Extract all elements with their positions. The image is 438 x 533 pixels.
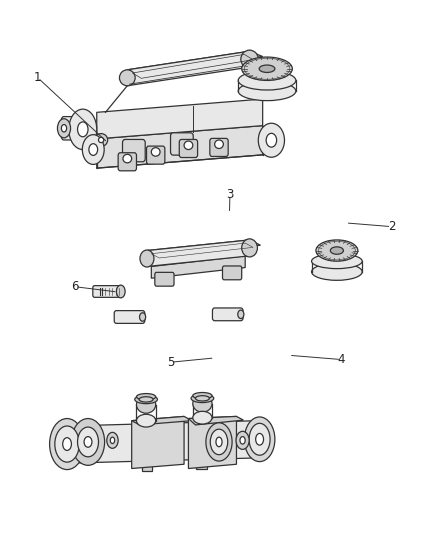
Ellipse shape (107, 432, 118, 448)
Ellipse shape (191, 394, 214, 402)
Polygon shape (68, 421, 258, 463)
FancyBboxPatch shape (223, 266, 242, 280)
Polygon shape (97, 126, 263, 168)
Ellipse shape (78, 122, 88, 137)
FancyBboxPatch shape (61, 117, 86, 140)
Ellipse shape (140, 250, 154, 267)
Ellipse shape (316, 240, 358, 261)
Polygon shape (132, 416, 184, 469)
Ellipse shape (215, 140, 223, 149)
Ellipse shape (241, 50, 258, 68)
Ellipse shape (139, 397, 153, 402)
Ellipse shape (55, 426, 79, 462)
Ellipse shape (311, 263, 362, 280)
Ellipse shape (61, 125, 67, 132)
Ellipse shape (330, 247, 343, 254)
Polygon shape (188, 416, 244, 425)
Polygon shape (147, 240, 261, 256)
Ellipse shape (258, 123, 285, 157)
Ellipse shape (242, 57, 292, 80)
Ellipse shape (216, 437, 222, 447)
Ellipse shape (249, 423, 270, 455)
Ellipse shape (195, 395, 209, 401)
Polygon shape (97, 99, 263, 139)
Ellipse shape (244, 417, 275, 462)
Ellipse shape (266, 133, 277, 147)
Ellipse shape (242, 239, 258, 257)
Ellipse shape (193, 392, 212, 399)
Polygon shape (132, 416, 192, 425)
Polygon shape (147, 240, 250, 266)
Ellipse shape (69, 109, 97, 150)
Polygon shape (127, 51, 250, 86)
FancyBboxPatch shape (118, 153, 137, 171)
Bar (196, 462, 207, 469)
Ellipse shape (82, 135, 104, 165)
Polygon shape (151, 256, 245, 278)
Ellipse shape (57, 119, 71, 138)
Text: 6: 6 (71, 280, 79, 293)
Text: 1: 1 (34, 71, 42, 84)
Ellipse shape (256, 433, 264, 445)
Ellipse shape (110, 437, 115, 443)
Ellipse shape (240, 437, 245, 444)
Text: 4: 4 (338, 353, 345, 366)
Ellipse shape (236, 431, 249, 449)
Ellipse shape (95, 134, 108, 147)
Ellipse shape (49, 418, 85, 470)
FancyBboxPatch shape (155, 272, 174, 286)
Ellipse shape (206, 423, 232, 461)
Text: 5: 5 (167, 356, 175, 369)
FancyBboxPatch shape (170, 133, 193, 155)
Ellipse shape (99, 138, 104, 143)
Ellipse shape (259, 65, 275, 72)
Ellipse shape (84, 437, 92, 447)
FancyBboxPatch shape (93, 286, 123, 297)
Ellipse shape (123, 155, 132, 163)
Ellipse shape (71, 418, 105, 465)
Ellipse shape (193, 395, 212, 412)
Polygon shape (188, 416, 237, 469)
Ellipse shape (63, 438, 71, 450)
Ellipse shape (184, 141, 193, 150)
Text: 2: 2 (388, 220, 395, 233)
Ellipse shape (238, 71, 296, 90)
Ellipse shape (89, 144, 98, 156)
FancyBboxPatch shape (123, 140, 145, 162)
Ellipse shape (238, 310, 244, 319)
Ellipse shape (135, 395, 157, 403)
Ellipse shape (151, 148, 160, 156)
Ellipse shape (311, 254, 362, 269)
FancyBboxPatch shape (147, 146, 165, 164)
Ellipse shape (137, 414, 155, 427)
Ellipse shape (120, 70, 135, 86)
Bar (142, 464, 152, 471)
Ellipse shape (140, 313, 146, 321)
Ellipse shape (238, 82, 296, 101)
Ellipse shape (78, 427, 99, 457)
Polygon shape (127, 51, 263, 75)
FancyBboxPatch shape (114, 311, 145, 324)
Ellipse shape (210, 429, 228, 455)
Ellipse shape (137, 393, 155, 400)
FancyBboxPatch shape (179, 140, 198, 158)
FancyBboxPatch shape (212, 308, 243, 321)
Ellipse shape (137, 396, 155, 413)
FancyBboxPatch shape (210, 139, 228, 157)
Text: 3: 3 (226, 188, 233, 201)
Ellipse shape (193, 411, 212, 424)
Ellipse shape (117, 285, 125, 298)
